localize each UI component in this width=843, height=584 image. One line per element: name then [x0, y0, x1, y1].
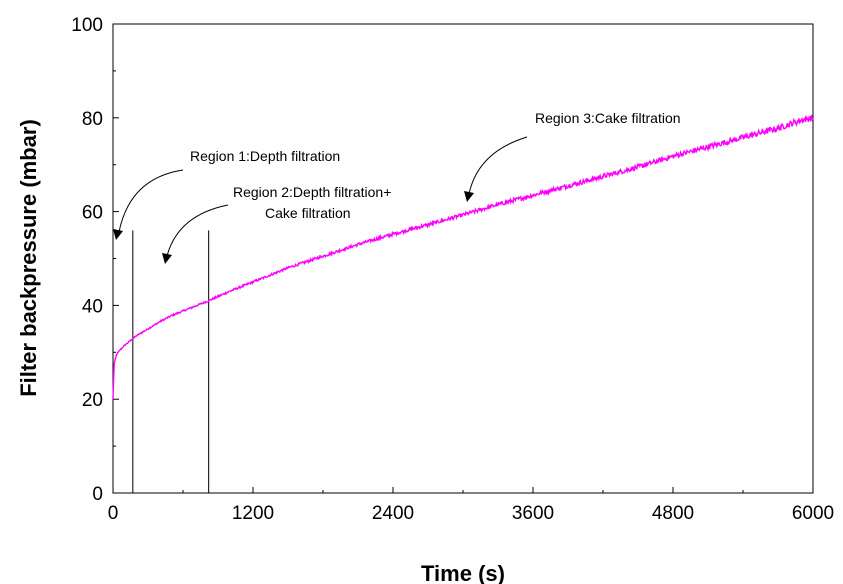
- x-tick-label: 2400: [372, 503, 414, 524]
- x-tick-label: 3600: [512, 503, 554, 524]
- y-axis-ticks: 0 20 40 60 80 100: [71, 15, 119, 505]
- region-1-annotation: Region 1:Depth filtration: [113, 148, 340, 240]
- y-tick-label: 60: [82, 203, 103, 224]
- region-3-annotation: Region 3:Cake filtration: [464, 110, 681, 202]
- y-tick-label: 20: [82, 390, 103, 411]
- x-tick-label: 4800: [652, 503, 694, 524]
- region-2-label-line-2: Cake filtration: [265, 205, 351, 221]
- region-1-arrow: [118, 169, 184, 233]
- region-1-arrowhead: [113, 229, 123, 240]
- y-tick-label: 0: [92, 484, 103, 505]
- y-axis-title: Filter backpressure (mbar): [16, 119, 41, 397]
- x-axis-title: Time (s): [421, 561, 505, 584]
- y-tick-label: 80: [82, 109, 103, 130]
- region-2-label-line-1: Region 2:Depth filtration+: [233, 184, 391, 200]
- region-2-arrowhead: [162, 253, 172, 264]
- y-tick-label: 40: [82, 296, 103, 317]
- region-2-annotation: Region 2:Depth filtration+ Cake filtrati…: [162, 184, 391, 264]
- x-tick-label: 1200: [232, 503, 274, 524]
- backpressure-series-line: [112, 114, 814, 400]
- region-3-arrowhead: [464, 191, 474, 202]
- plot-area: [112, 23, 814, 494]
- region-2-arrow: [166, 204, 229, 257]
- region-divider-lines: [132, 230, 210, 493]
- region-3-arrow: [468, 136, 528, 195]
- x-tick-label: 0: [108, 503, 119, 524]
- region-1-label: Region 1:Depth filtration: [190, 148, 340, 164]
- x-axis-ticks: 0 1200 2400 3600 4800 6000: [108, 487, 834, 524]
- region-3-label: Region 3:Cake filtration: [535, 110, 681, 126]
- y-tick-label: 100: [71, 15, 103, 36]
- x-tick-label: 6000: [792, 503, 834, 524]
